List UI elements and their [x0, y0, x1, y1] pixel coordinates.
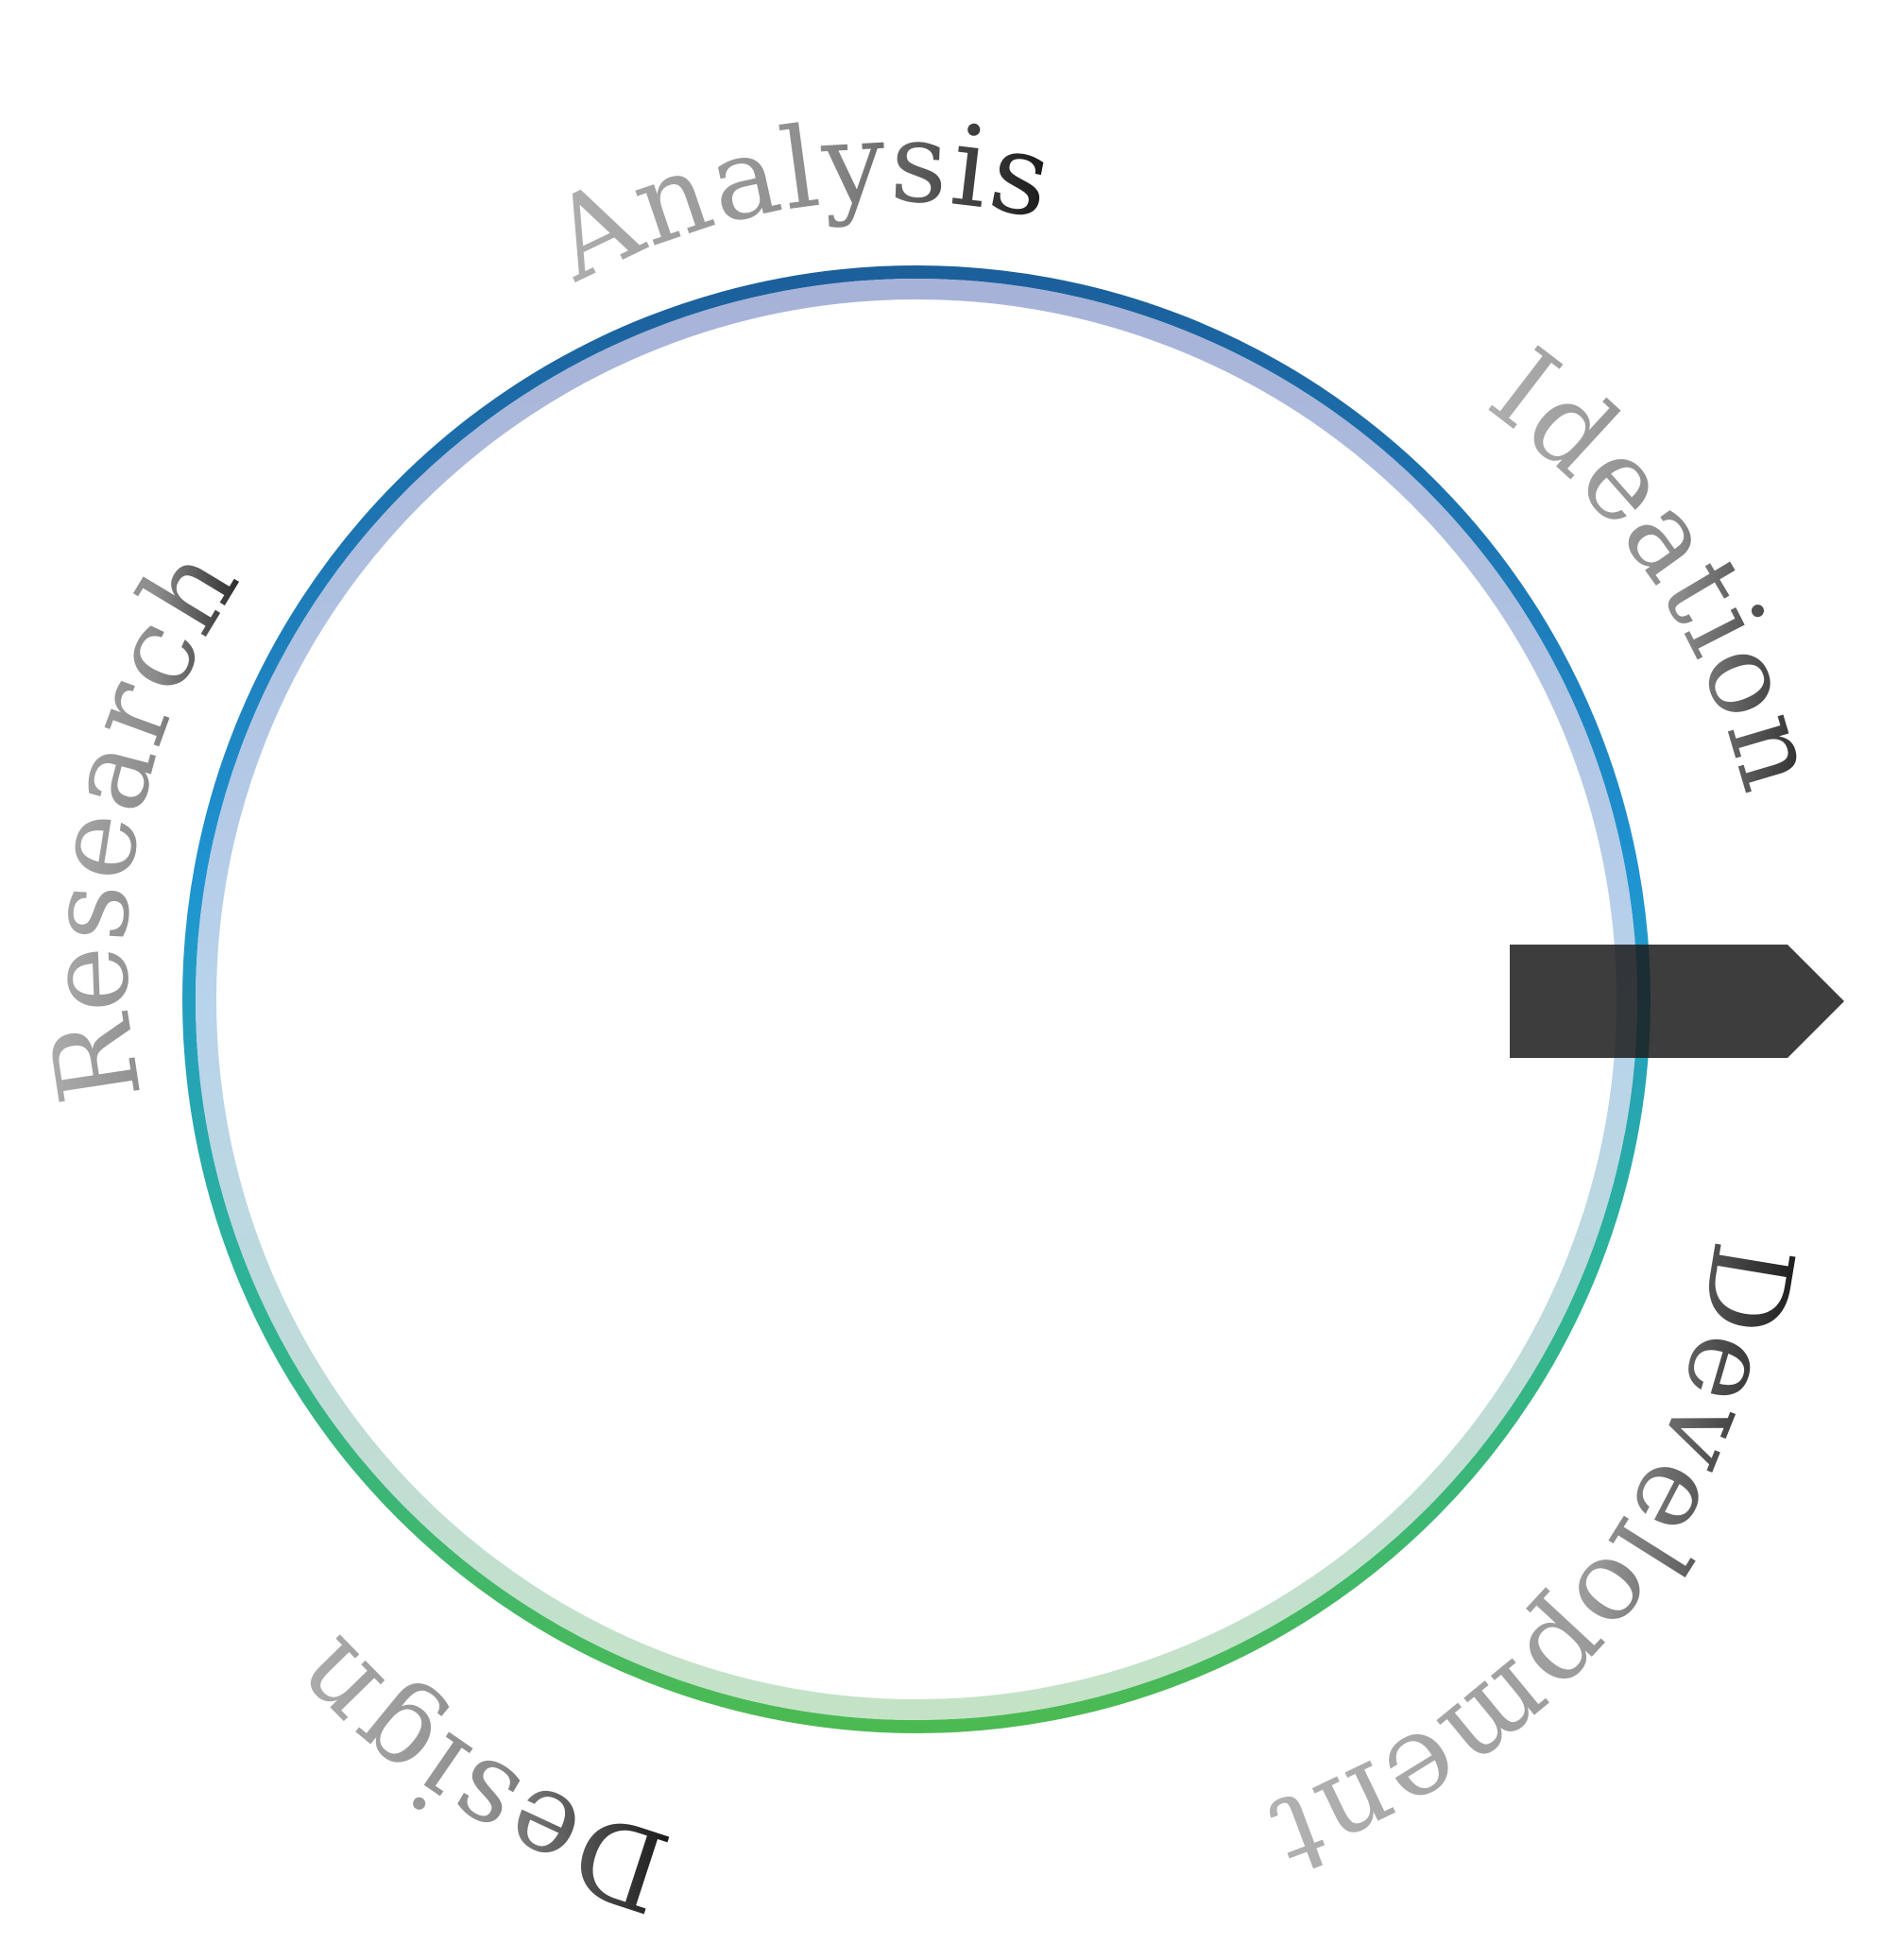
cycle-ring-inner [196, 279, 1637, 1720]
stage-label-ideation: Ideation [1467, 323, 1847, 805]
arrow-marker-icon [1510, 945, 1844, 1058]
